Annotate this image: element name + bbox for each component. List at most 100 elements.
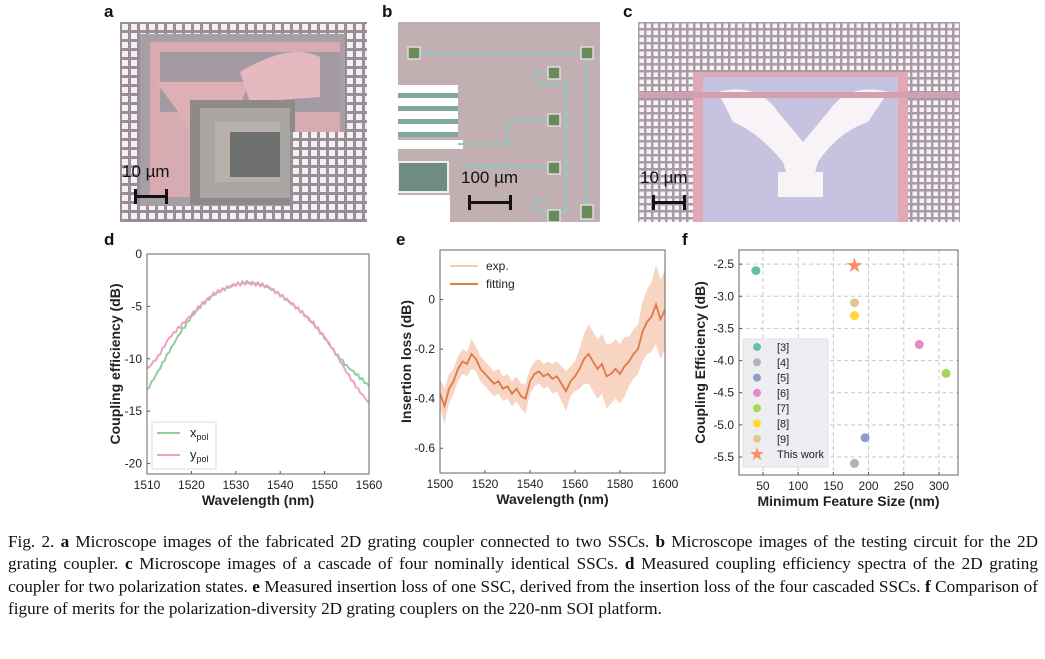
legend-box bbox=[151, 421, 217, 470]
plot-frame bbox=[146, 253, 370, 475]
series-line-xpol bbox=[146, 279, 370, 390]
y-axis-label: Insertion loss (dB) bbox=[398, 300, 414, 423]
legend-label: [9] bbox=[777, 434, 789, 446]
panel-label-c: c bbox=[623, 2, 633, 21]
legend-marker bbox=[753, 388, 761, 397]
legend-marker bbox=[753, 404, 761, 413]
plot-frame bbox=[738, 249, 959, 476]
y-axis-label: Coupling efficiency (dB) bbox=[107, 284, 123, 445]
data-point bbox=[914, 340, 924, 349]
panel-label-b: b bbox=[382, 2, 393, 21]
y-tick-label: 0 bbox=[135, 247, 142, 261]
x-tick-label: 150 bbox=[823, 479, 843, 493]
caption-label-b: b bbox=[655, 532, 666, 551]
microscope-image-a: 10 µm bbox=[120, 22, 367, 222]
x-tick-label: 50 bbox=[756, 479, 770, 493]
x-tick-label: 1510 bbox=[134, 478, 161, 492]
caption-label-c: c bbox=[124, 554, 133, 574]
y-tick-label: -4.5 bbox=[713, 386, 734, 400]
x-tick-label: 1580 bbox=[607, 477, 634, 491]
x-tick-label: 1520 bbox=[472, 477, 499, 491]
x-tick-label: 1550 bbox=[311, 478, 338, 492]
scale-bar-a bbox=[134, 189, 168, 204]
y-tick-label: -20 bbox=[125, 457, 143, 471]
scale-bar-c bbox=[652, 195, 686, 210]
scale-label-a: 10 µm bbox=[122, 162, 170, 181]
legend-label: [3] bbox=[777, 342, 789, 354]
legend-label: exp. bbox=[486, 259, 509, 273]
data-point bbox=[849, 311, 859, 321]
y-tick-label: -2.5 bbox=[713, 257, 734, 271]
caption-text-d: Measured coupling efficiency spectra of … bbox=[8, 554, 1038, 596]
plot-frame bbox=[439, 249, 666, 474]
scale-label-c: 10 µm bbox=[640, 168, 688, 187]
caption-prefix: Fig. 2. bbox=[8, 532, 61, 551]
x-tick-label: 1540 bbox=[517, 477, 544, 491]
data-point bbox=[941, 368, 951, 378]
legend-marker bbox=[753, 434, 761, 443]
caption-label-a: a bbox=[60, 532, 70, 551]
caption-label-f: f bbox=[924, 576, 931, 596]
x-axis-label: Wavelength (nm) bbox=[496, 491, 608, 507]
legend-marker bbox=[753, 358, 761, 367]
legend-marker bbox=[753, 419, 761, 428]
legend-label: [5] bbox=[777, 373, 789, 385]
series-line-fitting bbox=[439, 301, 666, 410]
x-tick-label: 300 bbox=[929, 479, 949, 493]
caption-text-c: Microscope images of a cascade of four n… bbox=[132, 554, 625, 574]
caption-text-b: Microscope images of the testing circuit… bbox=[8, 532, 1038, 574]
caption-text-f: Comparison of figure of merits for the p… bbox=[8, 576, 1038, 619]
y-tick-label: 0 bbox=[428, 293, 435, 307]
microscope-image-b: 100 µm bbox=[398, 22, 600, 222]
x-tick-label: 1560 bbox=[562, 477, 589, 491]
y-axis-label: Coupling Efficiency (dB) bbox=[692, 281, 708, 444]
chart-d: 1510 1520 1530 1540 1550 1560 0 -5 -10 -15 -20 Wave… bbox=[107, 247, 383, 508]
x-axis-label: Minimum Feature Size (nm) bbox=[757, 493, 939, 509]
data-point bbox=[751, 266, 761, 276]
y-tick-label: -4.0 bbox=[713, 354, 734, 368]
legend-label: This work bbox=[777, 449, 825, 461]
x-tick-label: 100 bbox=[788, 479, 808, 493]
legend-label: [6] bbox=[777, 388, 789, 400]
y-tick-label: -10 bbox=[125, 352, 143, 366]
y-tick-label: -5 bbox=[131, 299, 142, 313]
y-tick-label: -0.4 bbox=[414, 392, 435, 406]
x-tick-label: 1540 bbox=[267, 478, 294, 492]
data-point bbox=[849, 298, 859, 308]
caption-text-a: Microscope images of the fabricated 2D g… bbox=[69, 532, 656, 551]
legend-label: [4] bbox=[777, 357, 789, 369]
y-tick-label: -5.5 bbox=[713, 450, 734, 464]
x-tick-label: 1500 bbox=[427, 477, 454, 491]
legend-label: [7] bbox=[777, 403, 789, 415]
legend-label: fitting bbox=[486, 277, 515, 291]
series-band-exp bbox=[440, 264, 665, 424]
y-tick-label: -3.5 bbox=[713, 321, 734, 335]
legend-label: [8] bbox=[777, 419, 789, 431]
legend-marker bbox=[753, 343, 761, 351]
legend-marker: ★ bbox=[749, 444, 765, 464]
chart-e: 1500 1520 1540 1560 1580 1600 0 -0.2 -0.4 -0.6 Wav… bbox=[398, 249, 679, 507]
scale-bar-b bbox=[468, 195, 512, 210]
caption-label-d: d bbox=[624, 554, 635, 574]
x-tick-label: 250 bbox=[894, 479, 914, 493]
x-axis-label: Wavelength (nm) bbox=[202, 492, 314, 508]
y-tick-label: -0.2 bbox=[414, 342, 435, 356]
chart-f: 50 100 150 200 250 300 -2.5 -3.0 -3.5 -4.0 -4.5 -5.… bbox=[692, 249, 959, 509]
data-point bbox=[860, 433, 870, 443]
microscope-image-c: 10 µm bbox=[638, 22, 960, 222]
panel-label-f: f bbox=[682, 230, 688, 249]
legend: [3] [4] [5] [6] [7] [8] [9] ★ This work bbox=[742, 338, 829, 468]
caption-text-e: Measured insertion loss of one SSC, deri… bbox=[259, 576, 925, 596]
figure-caption: Fig. 2. a Microscope images of the fabri… bbox=[8, 531, 1038, 621]
legend-label-sub: pol bbox=[197, 454, 209, 464]
data-point-star: ★ bbox=[846, 255, 864, 277]
x-tick-label: 200 bbox=[859, 479, 879, 493]
y-tick-label: -0.6 bbox=[414, 441, 435, 455]
y-tick-label: -5.0 bbox=[713, 418, 734, 432]
series-line-ypol bbox=[146, 280, 370, 404]
caption-label-e: e bbox=[252, 576, 260, 596]
y-tick-label: -3.0 bbox=[713, 289, 734, 303]
legend-marker bbox=[753, 373, 761, 382]
y-tick-label: -15 bbox=[125, 404, 143, 418]
